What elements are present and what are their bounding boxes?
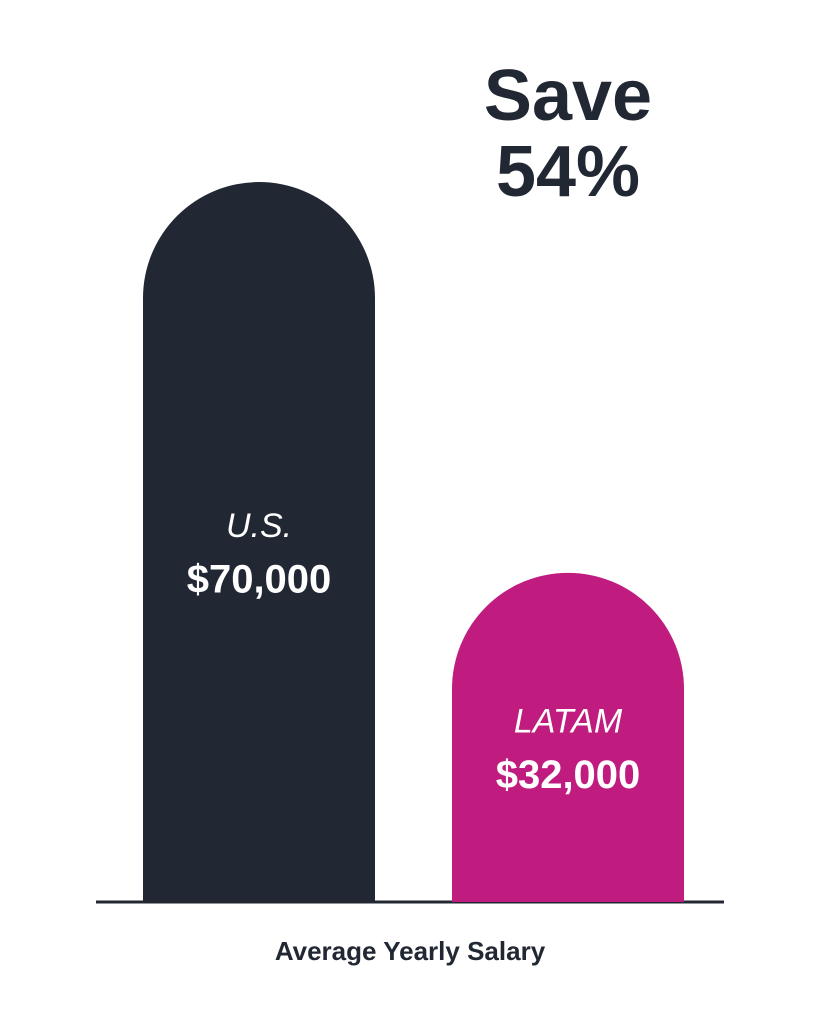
- category-label: LATAM: [514, 702, 623, 740]
- annotation: Save 54%: [483, 56, 653, 212]
- bar: [452, 572, 684, 902]
- value-label: $32,000: [496, 753, 641, 797]
- bar: [143, 182, 375, 902]
- value-label: $70,000: [187, 558, 332, 602]
- x-axis-label: Average Yearly Salary: [275, 936, 546, 966]
- category-label: U.S.: [226, 507, 292, 545]
